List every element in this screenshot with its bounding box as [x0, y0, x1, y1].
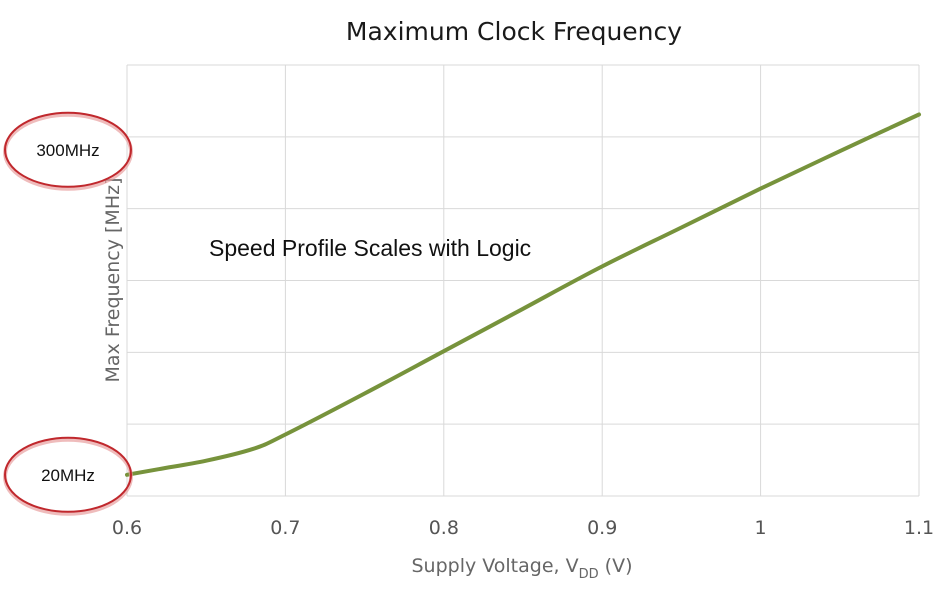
series-line [125, 112, 921, 477]
callout-ellipse [4, 111, 132, 188]
x-tick-label: 0.9 [587, 517, 617, 539]
chart-title: Maximum Clock Frequency [346, 17, 682, 46]
grid [126, 64, 920, 497]
x-tick-label: 1.1 [904, 517, 934, 539]
callout-ellipse [4, 436, 132, 513]
callouts: 300MHz 20MHz [3, 111, 133, 516]
callout-label: 300MHz [36, 141, 99, 160]
y-axis-label: Max Frequency [MHz] [102, 178, 124, 383]
callout-label: 20MHz [41, 466, 95, 485]
chart-annotation: Speed Profile Scales with Logic [209, 235, 531, 261]
x-tick-label: 0.6 [112, 517, 142, 539]
series-layer [125, 112, 921, 477]
x-tick-labels: 0.6 0.7 0.8 0.9 1 1.1 [112, 517, 934, 539]
x-axis-label-unit: (V) [599, 555, 633, 577]
x-axis-label-main: Supply Voltage, V [411, 555, 578, 577]
callout: 300MHz [3, 111, 133, 191]
x-axis-label: Supply Voltage, VDD (V) [411, 555, 632, 582]
callout: 20MHz [3, 436, 133, 516]
x-tick-label: 1 [755, 517, 767, 539]
x-axis-label-subscript: DD [579, 567, 599, 582]
x-tick-label: 0.7 [270, 517, 300, 539]
x-tick-label: 0.8 [429, 517, 459, 539]
